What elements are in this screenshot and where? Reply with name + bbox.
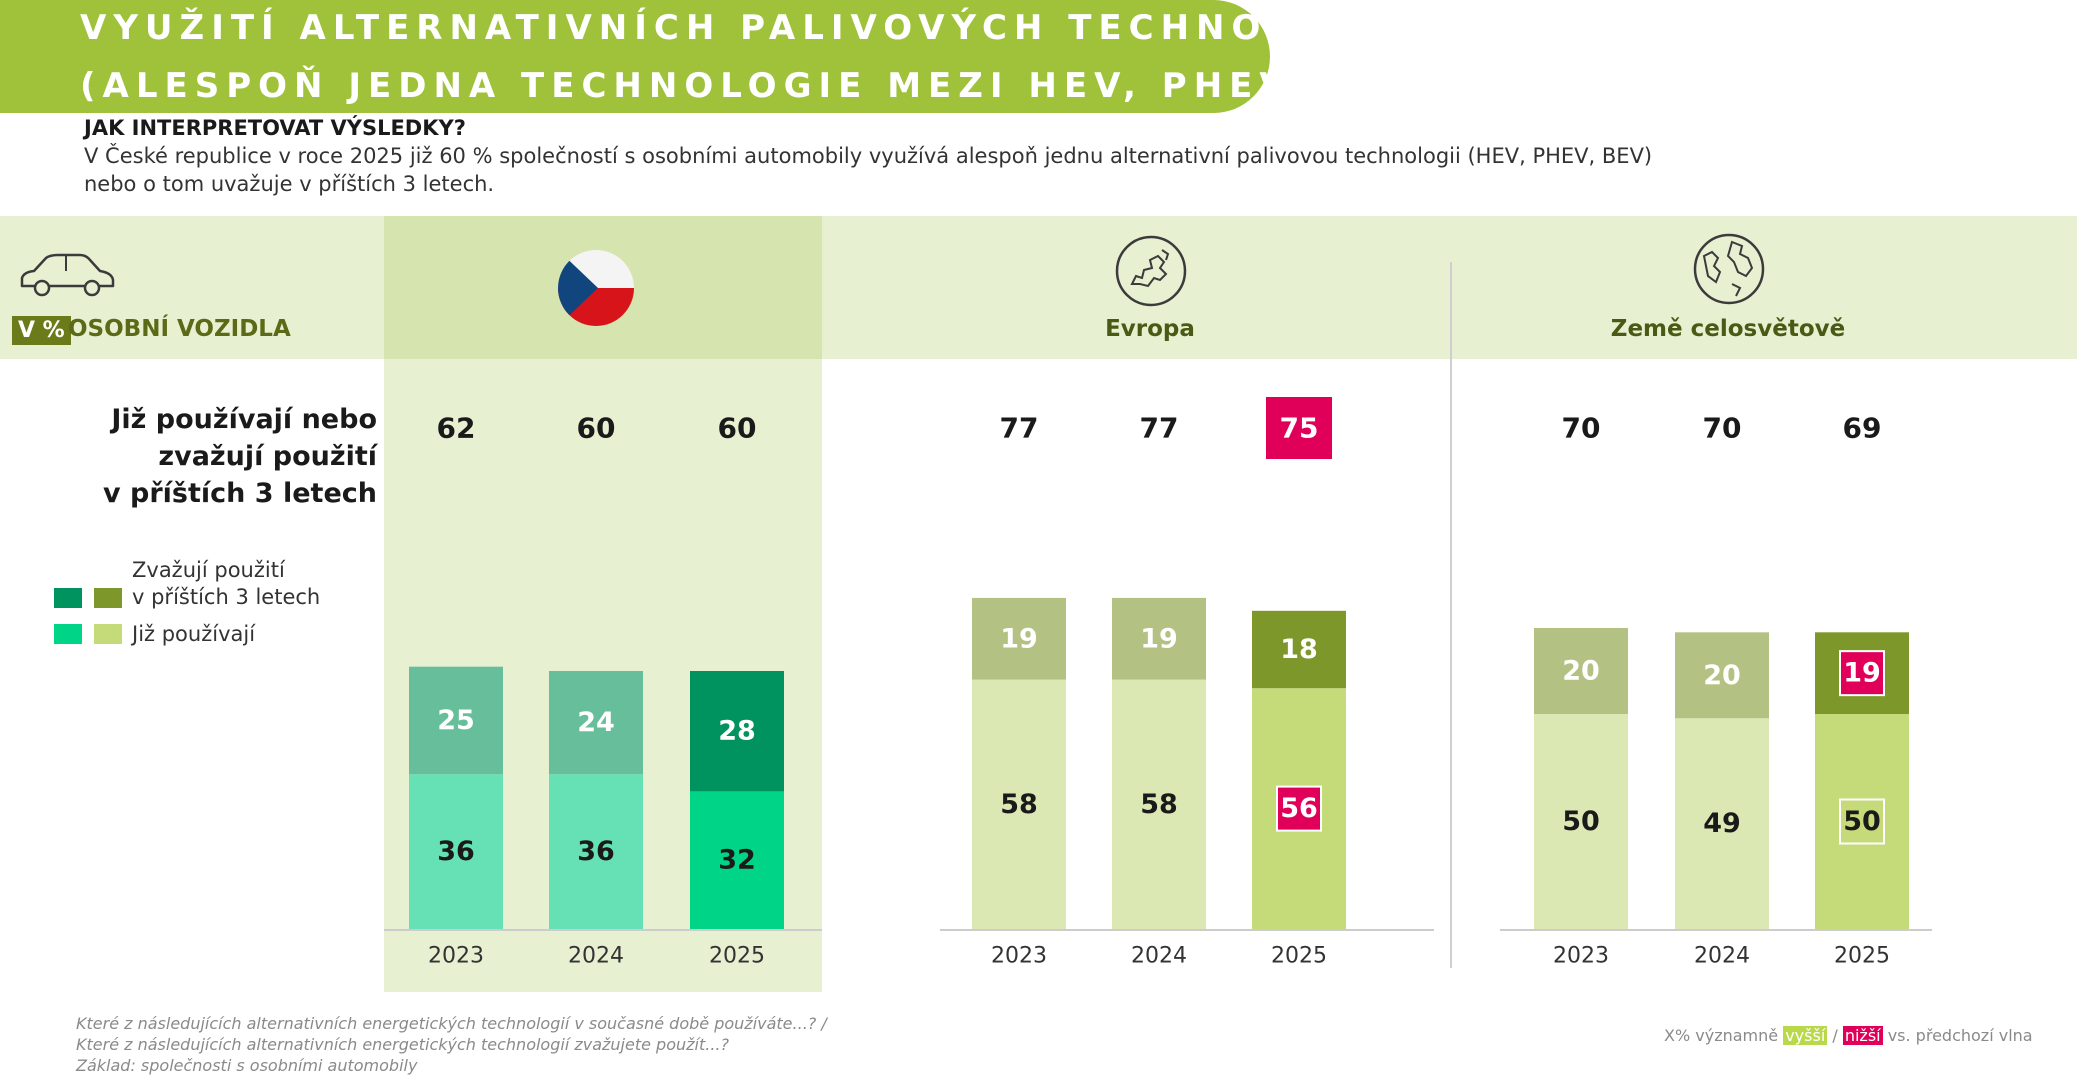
footer-line-2: Které z následujících alternativních ene… — [76, 1035, 729, 1054]
total-1-2025: 75 — [1280, 412, 1319, 445]
bar-considering-1-2023 — [972, 597, 1066, 680]
segment-label: OSOBNÍ VOZIDLA — [68, 316, 291, 342]
label-considering-2-2025: 19 — [1843, 658, 1881, 689]
footer-line-1: Které z následujících alternativních ene… — [76, 1014, 827, 1033]
year-label-1-2025: 2025 — [1271, 944, 1327, 969]
total-2-2023: 70 — [1562, 412, 1601, 445]
bar-considering-1-2024 — [1112, 597, 1206, 680]
globe-icon — [1693, 233, 1765, 305]
label-using-0-2025: 32 — [718, 845, 756, 876]
bar-using-1-2024 — [1112, 679, 1206, 929]
interpretation-line-2: nebo o tom uvažuje v příštích 3 letech. — [84, 172, 495, 196]
bar-using-2-2023 — [1534, 714, 1628, 929]
bar-using-0-2025 — [690, 791, 784, 929]
year-label-1-2024: 2024 — [1131, 944, 1187, 969]
significance-higher: vyšší — [1783, 1026, 1828, 1045]
label-considering-1-2024: 19 — [1140, 623, 1178, 654]
label-considering-0-2024: 24 — [577, 707, 615, 738]
title-banner: VYUŽITÍ ALTERNATIVNÍCH PALIVOVÝCH TECHNO… — [0, 0, 1439, 113]
total-0-2024: 60 — [577, 412, 616, 445]
legend-swatch-cz-using — [54, 624, 82, 644]
interpretation-line-1: V České republice v roce 2025 již 60 % s… — [84, 144, 1653, 168]
row-label-line-1: Již používají nebo — [111, 404, 377, 435]
significance-legend: X% významně vyšší / nižší vs. předchozí … — [1664, 1026, 2033, 1045]
year-label-2-2023: 2023 — [1553, 944, 1609, 969]
legend-swatch-other-considering — [94, 588, 122, 608]
year-label-0-2024: 2024 — [568, 944, 624, 969]
label-using-1-2024: 58 — [1140, 789, 1178, 820]
label-considering-0-2025: 28 — [718, 716, 756, 747]
bar-considering-0-2024 — [549, 671, 643, 775]
row-label-line-2: zvažují použití — [158, 441, 377, 472]
bar-considering-1-2025 — [1252, 610, 1346, 689]
bar-considering-0-2025 — [690, 671, 784, 792]
footer-line-3: Základ: společnosti s osobními automobil… — [76, 1056, 418, 1075]
legend-swatch-cz-considering — [54, 588, 82, 608]
unit-badge: V % — [12, 316, 71, 345]
sig-box-considering-2-2025 — [1839, 650, 1885, 697]
title-line-2: (ALESPOŇ JEDNA TECHNOLOGIE MEZI HEV, PHE… — [80, 66, 1447, 106]
row-label-line-3: v příštích 3 letech — [103, 478, 377, 509]
box-using-2-2025 — [1839, 798, 1885, 845]
interpretation-heading: JAK INTERPRETOVAT VÝSLEDKY? — [84, 116, 466, 140]
bar-using-2-2025 — [1815, 714, 1909, 929]
label-considering-1-2023: 19 — [1000, 623, 1038, 654]
legend-considering-line-1: Zvažují použití — [132, 558, 285, 582]
label-using-2-2025: 50 — [1843, 806, 1881, 837]
region-label-world: Země celosvětově — [1610, 316, 1846, 342]
legend-swatch-other-using — [94, 624, 122, 644]
bar-using-0-2023 — [409, 774, 503, 929]
bar-considering-0-2023 — [409, 666, 503, 775]
total-0-2023: 62 — [437, 412, 476, 445]
label-using-0-2023: 36 — [437, 836, 475, 867]
total-0-2025: 60 — [718, 412, 757, 445]
label-using-0-2024: 36 — [577, 836, 615, 867]
year-label-0-2025: 2025 — [709, 944, 765, 969]
sig-box-using-1-2025 — [1276, 785, 1322, 832]
bar-considering-2-2023 — [1534, 628, 1628, 714]
year-label-2-2024: 2024 — [1694, 944, 1750, 969]
sig-box-total-1-2025 — [1266, 397, 1332, 459]
bar-using-0-2024 — [549, 774, 643, 929]
region-label-europe: Evropa — [1105, 316, 1195, 342]
total-2-2024: 70 — [1703, 412, 1742, 445]
label-considering-1-2025: 18 — [1280, 634, 1318, 665]
year-label-0-2023: 2023 — [428, 944, 484, 969]
label-considering-0-2023: 25 — [437, 705, 475, 736]
year-label-1-2023: 2023 — [991, 944, 1047, 969]
bar-using-1-2023 — [972, 679, 1066, 929]
label-using-2-2024: 49 — [1703, 808, 1741, 839]
significance-suffix: vs. předchozí vlna — [1887, 1026, 2033, 1045]
significance-sep: / — [1832, 1026, 1838, 1045]
significance-prefix: X% významně — [1664, 1026, 1779, 1045]
label-considering-2-2024: 20 — [1703, 660, 1741, 691]
total-2-2025: 69 — [1843, 412, 1882, 445]
bar-considering-2-2024 — [1675, 632, 1769, 719]
year-label-2-2025: 2025 — [1834, 944, 1890, 969]
label-using-2-2023: 50 — [1562, 806, 1600, 837]
world-divider — [1450, 262, 1452, 968]
header-band — [0, 216, 2077, 359]
significance-lower: nižší — [1842, 1026, 1883, 1045]
label-considering-2-2023: 20 — [1562, 656, 1600, 687]
bar-using-2-2024 — [1675, 718, 1769, 929]
legend-considering-line-2: v příštích 3 letech — [132, 585, 321, 609]
label-using-1-2023: 58 — [1000, 789, 1038, 820]
car-icon — [20, 253, 115, 297]
title-line-1: VYUŽITÍ ALTERNATIVNÍCH PALIVOVÝCH TECHNO… — [80, 8, 1405, 48]
europe-map-icon — [1115, 235, 1187, 307]
legend-using: Již používají — [132, 622, 256, 646]
total-1-2024: 77 — [1140, 412, 1179, 445]
total-1-2023: 77 — [1000, 412, 1039, 445]
czech-flag-icon — [558, 250, 634, 326]
label-using-1-2025: 56 — [1280, 793, 1318, 824]
